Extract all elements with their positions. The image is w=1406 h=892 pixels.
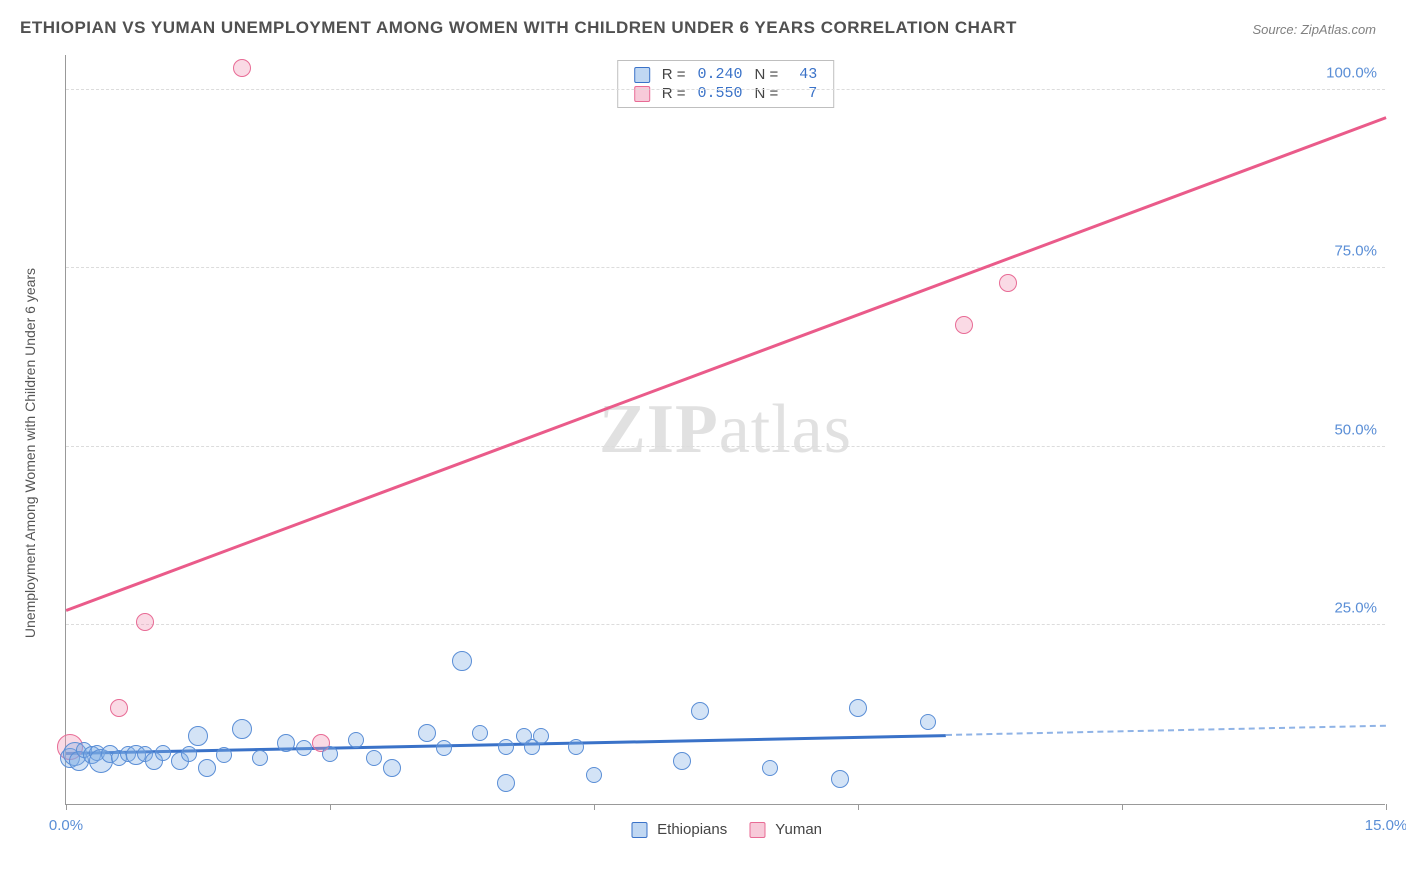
data-point [955,316,973,334]
data-point [691,702,709,720]
legend-swatch-yuman [749,822,765,838]
data-point [366,750,382,766]
chart-title: ETHIOPIAN VS YUMAN UNEMPLOYMENT AMONG WO… [20,18,1017,38]
stat-r-label: R = [656,84,692,103]
series-legend: Ethiopians Yuman [613,821,822,838]
x-tick [1122,804,1123,810]
data-point [216,747,232,763]
y-tick-label: 25.0% [1334,600,1377,617]
source-label: Source: ZipAtlas.com [1252,22,1376,37]
data-point [497,774,515,792]
y-tick-label: 50.0% [1334,421,1377,438]
stat-r-value: 0.550 [691,84,748,103]
x-tick-label: 0.0% [49,817,83,834]
gridline [66,624,1385,625]
stat-r-label: R = [656,65,692,84]
trend-line [66,116,1387,611]
data-point [920,714,936,730]
x-tick-label: 15.0% [1365,817,1406,834]
x-tick [330,804,331,810]
stat-r-value: 0.240 [691,65,748,84]
data-point [831,770,849,788]
watermark-atlas: atlas [719,391,852,468]
data-point [232,719,252,739]
stat-swatch [634,67,650,83]
legend-swatch-ethiopians [631,822,647,838]
data-point [418,724,436,742]
data-point [110,699,128,717]
data-point [277,734,295,752]
stat-n-value: 7 [784,84,823,103]
y-axis-title: Unemployment Among Women with Children U… [22,267,38,637]
data-point [452,651,472,671]
stat-n-value: 43 [784,65,823,84]
legend-label-yuman: Yuman [775,821,822,838]
data-point [498,739,514,755]
data-point [472,725,488,741]
gridline [66,89,1385,90]
data-point [155,745,171,761]
data-point [348,732,364,748]
data-point [188,726,208,746]
y-tick-label: 75.0% [1334,243,1377,260]
data-point [568,739,584,755]
data-point [136,613,154,631]
chart-area: Unemployment Among Women with Children U… [50,55,1385,850]
x-tick [66,804,67,810]
data-point [673,752,691,770]
x-tick [1386,804,1387,810]
data-point [296,740,312,756]
watermark: ZIPatlas [599,390,852,470]
data-point [198,759,216,777]
data-point [586,767,602,783]
stat-n-label: N = [749,84,785,103]
data-point [252,750,268,766]
data-point [383,759,401,777]
data-point [322,746,338,762]
trend-line [946,725,1386,736]
x-tick [594,804,595,810]
plot-region: ZIPatlas R =0.240N =43 R =0.550N = 7 25.0… [65,55,1385,805]
gridline [66,267,1385,268]
data-point [181,746,197,762]
stats-legend: R =0.240N =43 R =0.550N = 7 [617,60,835,108]
data-point [999,274,1017,292]
y-tick-label: 100.0% [1326,64,1377,81]
gridline [66,446,1385,447]
x-tick [858,804,859,810]
data-point [233,59,251,77]
legend-label-ethiopians: Ethiopians [657,821,727,838]
data-point [436,740,452,756]
data-point [762,760,778,776]
data-point [533,728,549,744]
stat-n-label: N = [749,65,785,84]
data-point [849,699,867,717]
